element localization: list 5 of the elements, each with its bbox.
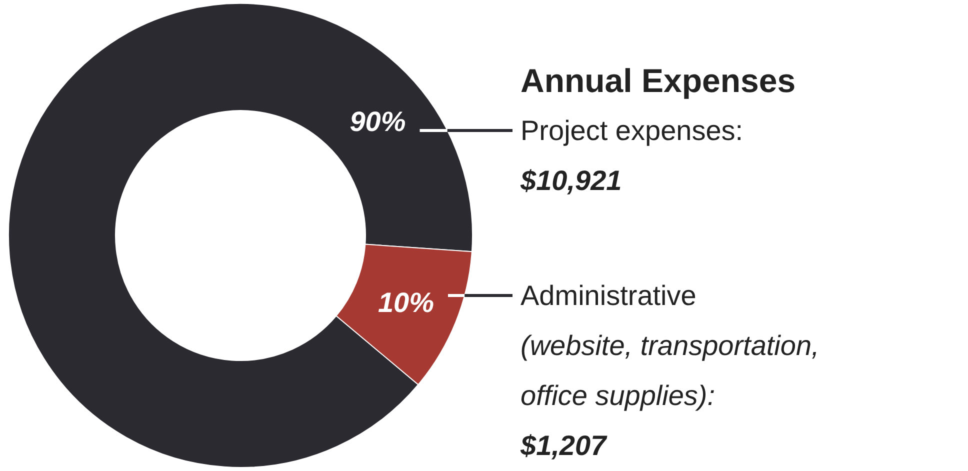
data-label: 10% — [378, 286, 434, 318]
data-label: 90% — [350, 106, 406, 137]
slice-label: Administrative (website, transportation, office supplies): $1,207 — [520, 280, 820, 461]
text: Annual Expenses — [520, 62, 796, 99]
slice-label: Project expenses: $10,921 — [520, 115, 744, 196]
